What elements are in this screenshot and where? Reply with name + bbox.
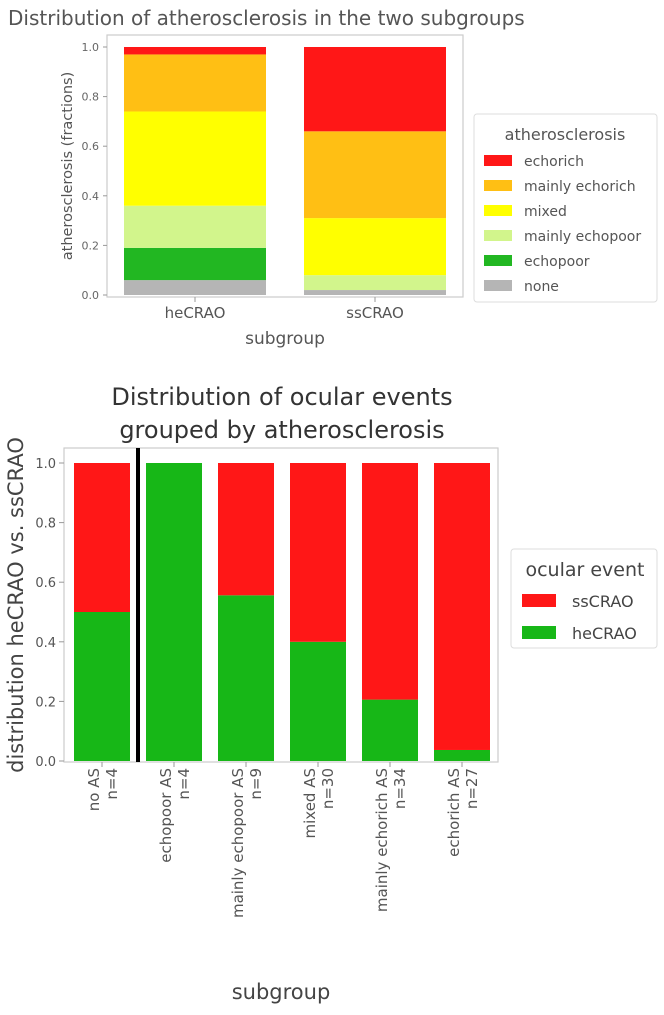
bar-no-AS-heCRAO (74, 612, 130, 761)
bar-mixed-AS-ssCRAO (290, 463, 346, 642)
chart1-x-axis-label: subgroup (245, 329, 325, 349)
chart2-x-ticks: no AS n=4 echopoor AS n=4 mainly echopoor AS… (85, 762, 481, 918)
chart2-bars (74, 463, 490, 761)
chart2-x-tick-count: n=4 (175, 768, 193, 800)
chart1-x-tick-label: heCRAO (165, 304, 226, 322)
bar-ssCRAO-echorich (304, 47, 446, 132)
bar-mainly-echopoor-AS-ssCRAO (218, 463, 274, 596)
chart2-y-tick-label: 0.0 (35, 755, 56, 770)
chart1-legend-swatch (484, 230, 512, 241)
chart2-x-axis-label: subgroup (232, 980, 331, 1004)
chart2-y-tick-label: 0.6 (35, 576, 56, 591)
chart1-legend-label: echopoor (524, 254, 590, 270)
bar-mainly-echorich-AS-heCRAO (362, 699, 418, 761)
bar-ssCRAO-none (304, 290, 446, 295)
bar-heCRAO-mainly-echorich (124, 54, 266, 112)
chart2-legend-swatch (522, 594, 556, 607)
chart1-legend-swatch (484, 180, 512, 191)
chart1-legend-label: none (524, 279, 559, 295)
chart2-y-tick-label: 0.8 (35, 517, 56, 532)
chart1-y-tick-label: 0.8 (82, 91, 100, 104)
chart1-legend-swatch (484, 255, 512, 266)
chart2-x-tick-count: n=4 (103, 768, 121, 800)
chart2-y-axis-label: distribution heCRAO vs. ssCRAO (4, 437, 28, 773)
chart2-y-tick-label: 0.2 (35, 695, 56, 710)
chart1-x-tick-label: ssCRAO (346, 304, 404, 322)
chart1-y-tick-label: 0.0 (82, 289, 100, 302)
chart1-legend-label: mainly echopoor (524, 229, 641, 245)
chart1-x-ticks: heCRAO ssCRAO (165, 297, 404, 322)
bar-echorich-AS-ssCRAO (434, 463, 490, 750)
bar-mainly-echorich-AS-ssCRAO (362, 463, 418, 700)
chart2-x-tick-label: mixed AS (301, 768, 319, 839)
chart2-x-tick-count: n=30 (319, 768, 337, 809)
chart2-legend-label: heCRAO (572, 624, 637, 643)
chart2-title-line1: Distribution of ocular events (111, 383, 452, 411)
chart1-y-ticks: 0.0 0.2 0.4 0.6 0.8 1.0 (82, 41, 107, 302)
bar-no-AS-ssCRAO (74, 463, 130, 612)
chart-ocular-events: Distribution of ocular events grouped by… (4, 383, 658, 1004)
chart1-y-tick-label: 1.0 (82, 41, 100, 54)
chart2-x-tick-label: echorich AS (445, 768, 463, 857)
chart2-x-tick-label: no AS (85, 768, 103, 811)
chart1-y-axis-label: atherosclerosis (fractions) (60, 72, 76, 261)
chart2-y-tick-label: 1.0 (35, 457, 56, 472)
chart2-x-tick-count: n=34 (391, 768, 409, 809)
chart2-legend-title: ocular event (525, 559, 644, 581)
chart1-y-tick-label: 0.2 (82, 239, 100, 252)
chart2-plot-frame (63, 447, 499, 763)
bar-echorich-AS-heCRAO (434, 749, 490, 761)
chart1-legend-swatch (484, 280, 512, 291)
chart1-legend-box (473, 113, 658, 303)
chart-atherosclerosis: Distribution of atherosclerosis in the t… (8, 6, 658, 349)
chart2-y-ticks: 0.0 0.2 0.4 0.6 0.8 1.0 (35, 457, 64, 770)
bar-mixed-AS-heCRAO (290, 641, 346, 761)
chart1-y-tick-label: 0.6 (82, 140, 100, 153)
bar-ssCRAO-mixed (304, 218, 446, 276)
chart1-legend-label: mixed (524, 204, 567, 220)
chart2-legend-label: ssCRAO (572, 592, 634, 611)
chart2-x-tick-count: n=27 (463, 768, 481, 809)
bar-heCRAO-echorich (124, 47, 266, 55)
chart2-legend-swatch (522, 626, 556, 639)
chart2-title-line2: grouped by atherosclerosis (119, 416, 444, 444)
chart1-bars (124, 47, 446, 295)
bar-echopoor-AS-heCRAO (146, 463, 202, 761)
chart2-legend-box (510, 548, 658, 649)
chart1-title: Distribution of atherosclerosis in the t… (8, 6, 525, 30)
bar-ssCRAO-mainly-echorich (304, 131, 446, 219)
bar-heCRAO-echopoor (124, 247, 266, 281)
chart1-legend-label: echorich (524, 154, 584, 170)
chart1-legend: atherosclerosis echorich mainly echorich m… (473, 113, 658, 303)
chart2-x-tick-count: n=9 (247, 768, 265, 800)
chart1-legend-swatch (484, 205, 512, 216)
bar-heCRAO-none (124, 280, 266, 295)
bar-heCRAO-mixed (124, 111, 266, 206)
chart2-x-tick-label: echopoor AS (157, 768, 175, 863)
bar-ssCRAO-mainly-echopoor (304, 275, 446, 291)
chart2-legend: ocular event ssCRAO heCRAO (510, 548, 658, 649)
chart1-legend-label: mainly echorich (524, 179, 636, 195)
bar-mainly-echopoor-AS-heCRAO (218, 595, 274, 761)
bar-heCRAO-mainly-echopoor (124, 205, 266, 248)
chart1-legend-title: atherosclerosis (505, 125, 626, 144)
chart2-y-tick-label: 0.4 (35, 636, 56, 651)
chart2-x-tick-label: mainly echopoor AS (229, 768, 247, 918)
chart1-legend-swatch (484, 155, 512, 166)
chart1-plot-frame (106, 34, 464, 298)
chart1-y-tick-label: 0.4 (82, 190, 100, 203)
chart2-x-tick-label: mainly echorich AS (373, 768, 391, 912)
